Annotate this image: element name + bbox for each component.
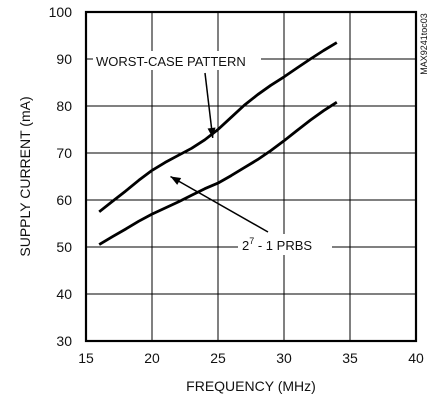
series-line-worst-case xyxy=(98,41,338,213)
x-tick-label: 30 xyxy=(276,350,292,366)
y-tick-labels: 30 40 50 60 70 80 90 100 xyxy=(49,4,73,349)
y-tick-label: 100 xyxy=(49,4,73,20)
series-label-background xyxy=(93,51,261,70)
y-tick-label: 40 xyxy=(56,286,72,302)
arrow-prbs xyxy=(170,175,269,233)
x-tick-label: 40 xyxy=(408,350,424,366)
series-line-prbs xyxy=(98,101,338,246)
y-axis-label: SUPPLY CURRENT (mA) xyxy=(17,96,33,256)
x-tick-label: 20 xyxy=(144,350,160,366)
x-tick-labels: 15 20 25 30 35 40 xyxy=(78,350,424,366)
prbs-label-base: 2 xyxy=(242,238,249,253)
series-layer xyxy=(98,41,338,246)
x-axis-label: FREQUENCY (MHz) xyxy=(186,378,316,394)
prbs-label-superscript: 7 xyxy=(249,236,254,246)
y-tick-label: 60 xyxy=(56,192,72,208)
series-label-prbs: 27 - 1 PRBS xyxy=(242,236,312,253)
series-label-background xyxy=(238,234,332,255)
prbs-label-rest: - 1 PRBS xyxy=(254,238,312,253)
y-tick-label: 50 xyxy=(56,239,72,255)
arrow-worst-case xyxy=(204,72,214,139)
y-tick-label: 90 xyxy=(56,51,72,67)
series-label-worst-case: WORST-CASE PATTERN xyxy=(96,54,246,69)
x-tick-label: 25 xyxy=(210,350,226,366)
x-tick-label: 15 xyxy=(78,350,94,366)
plot-frame xyxy=(84,10,418,343)
arrowhead-worst-case xyxy=(207,127,216,138)
annotations: WORST-CASE PATTERN 27 - 1 PRBS xyxy=(93,51,332,255)
figure-id-label: MAX9241toc03 xyxy=(419,13,429,75)
x-tick-label: 35 xyxy=(342,350,358,366)
arrowhead-prbs xyxy=(170,176,182,185)
y-tick-label: 30 xyxy=(56,333,72,349)
y-tick-label: 70 xyxy=(56,145,72,161)
y-tick-label: 80 xyxy=(56,98,72,114)
